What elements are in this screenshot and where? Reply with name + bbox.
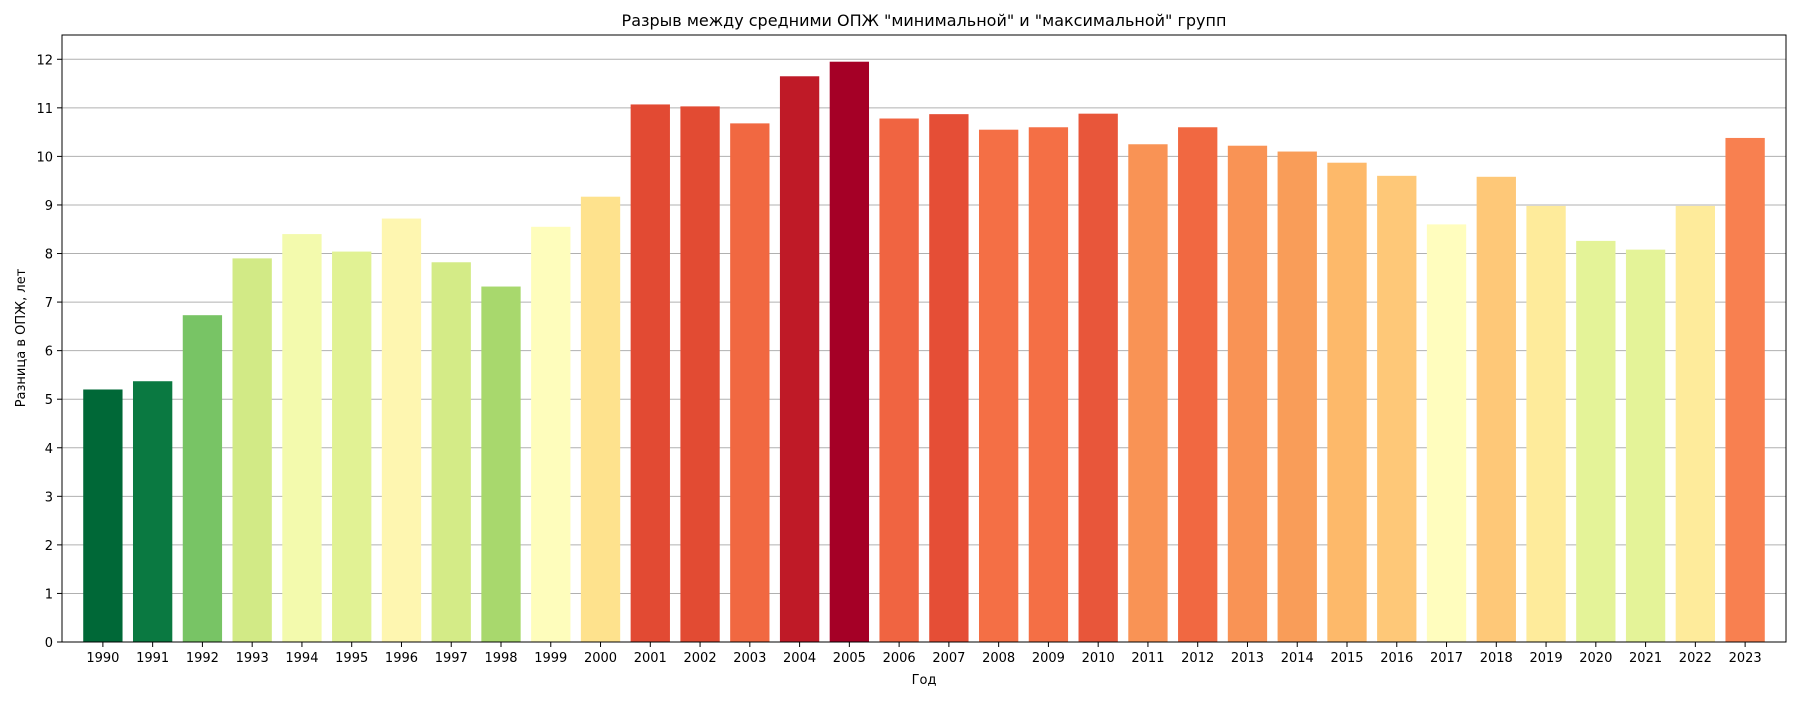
chart-title: Разрыв между средними ОПЖ "минимальной" … [622,11,1227,30]
x-axis-label: Год [912,673,937,688]
bar-2007 [929,114,969,642]
y-tick-label: 2 [45,539,53,554]
bar-2020 [1576,240,1616,642]
y-tick-label: 10 [36,150,53,165]
bar-2016 [1377,175,1417,642]
x-axis-ticks: 1990 1991 1992 1993 1994 1995 1996 1997 1998 1999… [86,642,1762,666]
bar-1999 [531,226,571,642]
bar-2017 [1426,224,1467,642]
bar-1994 [282,234,322,642]
y-tick-label: 4 [45,442,53,457]
x-tick-label: 1999 [534,651,567,666]
bar-1991 [132,381,173,642]
bar-2002 [680,106,720,643]
x-tick-label: 2017 [1430,651,1463,666]
bar-2011 [1128,144,1168,642]
y-tick-label: 12 [36,53,53,68]
x-tick-label: 2013 [1231,651,1264,666]
x-tick-label: 2003 [733,651,766,666]
bar-2005 [829,61,870,642]
x-tick-label: 1997 [435,651,468,666]
bar-1993 [232,258,272,642]
x-tick-label: 2023 [1729,651,1762,666]
x-tick-label: 1996 [385,651,418,666]
x-tick-label: 2004 [783,651,816,666]
x-tick-label: 2022 [1679,651,1712,666]
x-tick-label: 2018 [1480,651,1513,666]
x-tick-label: 1991 [136,651,169,666]
x-tick-label: 2014 [1281,651,1314,666]
x-tick-label: 2000 [584,651,617,666]
bar-2014 [1277,151,1317,642]
y-tick-label: 8 [45,248,53,263]
bar-2004 [779,76,820,642]
bar-2018 [1476,176,1516,642]
x-tick-label: 1998 [484,651,517,666]
x-tick-label: 1992 [186,651,219,666]
bar-2000 [580,196,621,642]
x-tick-label: 2007 [932,651,965,666]
x-tick-label: 2005 [833,651,866,666]
bar-1998 [481,286,521,642]
bar-2008 [978,129,1019,642]
x-tick-label: 2009 [1032,651,1065,666]
bar-2022 [1675,205,1716,642]
bar-2012 [1178,127,1218,643]
bar-2009 [1028,127,1069,643]
bar-1992 [182,315,223,642]
x-tick-label: 2011 [1131,651,1164,666]
x-tick-label: 2020 [1579,651,1612,666]
bar-2006 [879,118,919,643]
y-tick-label: 6 [45,345,53,360]
x-tick-label: 2001 [634,651,667,666]
x-tick-label: 1990 [86,651,119,666]
bar-2013 [1227,145,1268,642]
x-tick-label: 2012 [1181,651,1214,666]
bar-2023 [1725,137,1765,642]
bars [83,61,1765,643]
x-tick-label: 1995 [335,651,368,666]
bar-1997 [431,262,471,642]
bar-2003 [730,123,770,642]
x-tick-label: 2015 [1330,651,1363,666]
y-tick-label: 3 [45,490,53,505]
x-tick-label: 2006 [883,651,916,666]
bar-2015 [1327,162,1367,642]
y-tick-label: 7 [45,296,53,311]
y-tick-label: 11 [36,102,53,117]
x-tick-label: 2002 [684,651,717,666]
y-tick-label: 5 [45,393,53,408]
y-tick-label: 0 [45,636,53,651]
x-tick-label: 2019 [1530,651,1563,666]
bar-2021 [1625,249,1666,642]
bar-2019 [1526,205,1566,642]
bar-1990 [83,389,123,642]
bar-2001 [630,104,670,643]
x-tick-label: 2008 [982,651,1015,666]
x-tick-label: 2016 [1380,651,1413,666]
bar-2010 [1078,113,1118,643]
plot-frame [61,34,1787,643]
bar-1995 [332,251,372,642]
y-tick-label: 9 [45,199,53,214]
x-tick-label: 1993 [236,651,269,666]
y-axis-label: Разница в ОПЖ, лет [14,268,29,407]
x-tick-label: 1994 [285,651,318,666]
y-tick-label: 1 [45,587,53,602]
x-tick-label: 2021 [1629,651,1662,666]
bar-1996 [381,218,422,642]
x-tick-label: 2010 [1082,651,1115,666]
